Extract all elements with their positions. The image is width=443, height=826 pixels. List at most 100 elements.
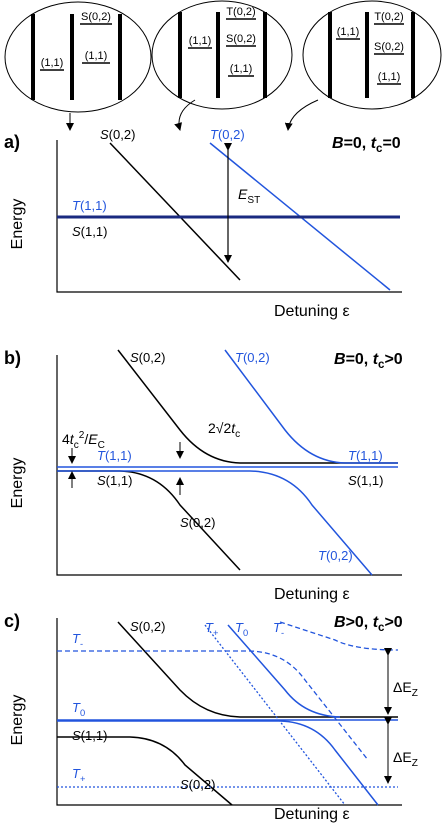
state-label: T- — [72, 631, 83, 649]
label-part: c — [378, 359, 385, 371]
label-part: 2 — [208, 420, 216, 436]
panel-label: a) — [4, 132, 20, 152]
label-part: =0, — [344, 135, 371, 152]
state-label: S(1,1) — [72, 224, 107, 239]
inset-label: T(0,2) — [226, 6, 255, 18]
label-part: (1,1) — [105, 448, 132, 463]
panel-b-curves — [56, 349, 402, 576]
insets — [4, 0, 442, 131]
label-part: t — [231, 420, 236, 436]
label-part: t — [373, 351, 379, 368]
inset-label: (1,1) — [230, 63, 253, 75]
label-part: (1,1) — [106, 473, 133, 488]
inset-label: (1,1) — [378, 71, 401, 83]
label-part: S — [180, 515, 189, 530]
inset-label: T(0,2) — [374, 11, 403, 23]
inset-label: S(0,2) — [81, 11, 111, 23]
label-part: 2 — [79, 430, 85, 441]
label-part: T — [72, 766, 81, 781]
panel-condition: B=0, tc=0 — [332, 135, 401, 155]
label-part: B — [332, 135, 344, 152]
label-part: (0,2) — [326, 548, 353, 563]
label-part: c — [235, 429, 240, 440]
label-part: T — [72, 700, 81, 715]
state-label: S(0,2) — [180, 515, 215, 530]
label-part: S — [72, 224, 81, 239]
state-label: T(0,2) — [210, 127, 245, 142]
label-part: S — [180, 777, 189, 792]
label-part: T — [72, 631, 81, 646]
label-part: (0,2) — [218, 127, 245, 142]
state-label: T(1,1) — [72, 198, 107, 213]
label-part: - — [80, 639, 83, 649]
label-part: Z — [412, 758, 418, 769]
label-part: c — [378, 622, 385, 634]
label-part: (0,2) — [109, 127, 136, 142]
label-part: 0 — [243, 628, 248, 638]
state-label: T(1,1) — [97, 448, 132, 463]
label-part: Z — [412, 688, 418, 699]
inset-label: (1,1) — [41, 57, 64, 69]
label-part: >0, — [346, 614, 373, 631]
inset-label: (1,1) — [189, 35, 212, 47]
label-part: (1,1) — [356, 448, 383, 463]
label-part: C — [98, 440, 105, 451]
label-part: S — [72, 728, 81, 743]
label-part: >0 — [384, 351, 402, 368]
label-part: B — [334, 614, 346, 631]
label-part: S — [130, 619, 139, 634]
y-axis-label: Energy — [9, 458, 26, 509]
label-part: S — [130, 350, 139, 365]
state-label: S(0,2) — [130, 350, 165, 365]
annotation: EST — [238, 186, 260, 206]
state-label: T(1,1) — [348, 448, 383, 463]
label-part: (1,1) — [80, 198, 107, 213]
label-part: ΔE — [393, 749, 412, 765]
label-part: T — [97, 448, 106, 463]
state-label: S(0,2) — [180, 777, 215, 792]
label-part: t — [70, 431, 75, 447]
state-label: T(0,2) — [235, 350, 270, 365]
label-part: T — [235, 620, 244, 635]
label-part: 4 — [62, 431, 70, 447]
label-part: - — [281, 628, 284, 638]
inset-label: (1,1) — [85, 50, 108, 62]
label-part: =0 — [382, 135, 400, 152]
label-part: S — [97, 473, 106, 488]
state-label: S(1,1) — [97, 473, 132, 488]
label-part: (0,2) — [189, 777, 216, 792]
state-label: S(1,1) — [72, 728, 107, 743]
label-part: t — [373, 614, 379, 631]
label-part: c — [376, 143, 383, 155]
label-part: S — [348, 473, 357, 488]
label-part: (1,1) — [357, 473, 384, 488]
label-part: ΔE — [393, 679, 412, 695]
state-label: T+ — [205, 620, 218, 638]
state-label: S(0,2) — [130, 619, 165, 634]
label-part: T — [235, 350, 244, 365]
label-part: (0,2) — [139, 619, 166, 634]
label-part: (0,2) — [189, 515, 216, 530]
label-part: S — [100, 127, 109, 142]
state-label: T0 — [72, 700, 85, 718]
label-part: T — [273, 620, 282, 635]
label-part: t — [371, 135, 377, 152]
label-part: (1,1) — [81, 728, 108, 743]
label-part: (0,2) — [139, 350, 166, 365]
label-part: / — [84, 431, 88, 447]
label-part: + — [80, 774, 85, 784]
label-part: c — [74, 440, 79, 451]
label-part: T — [318, 548, 327, 563]
y-axis-label: Energy — [9, 695, 26, 746]
panel-label: b) — [4, 348, 21, 368]
state-label: T+ — [72, 766, 85, 784]
state-label: T(0,2) — [318, 548, 353, 563]
panel-c-curves — [56, 618, 402, 806]
state-label: S(0,2) — [100, 127, 135, 142]
state-label: T- — [273, 620, 284, 638]
panel-a-curves — [56, 140, 402, 293]
label-part: ST — [247, 195, 260, 206]
annotation: 4tc2/EC — [62, 430, 105, 451]
y-axis-label: Energy — [9, 199, 26, 250]
